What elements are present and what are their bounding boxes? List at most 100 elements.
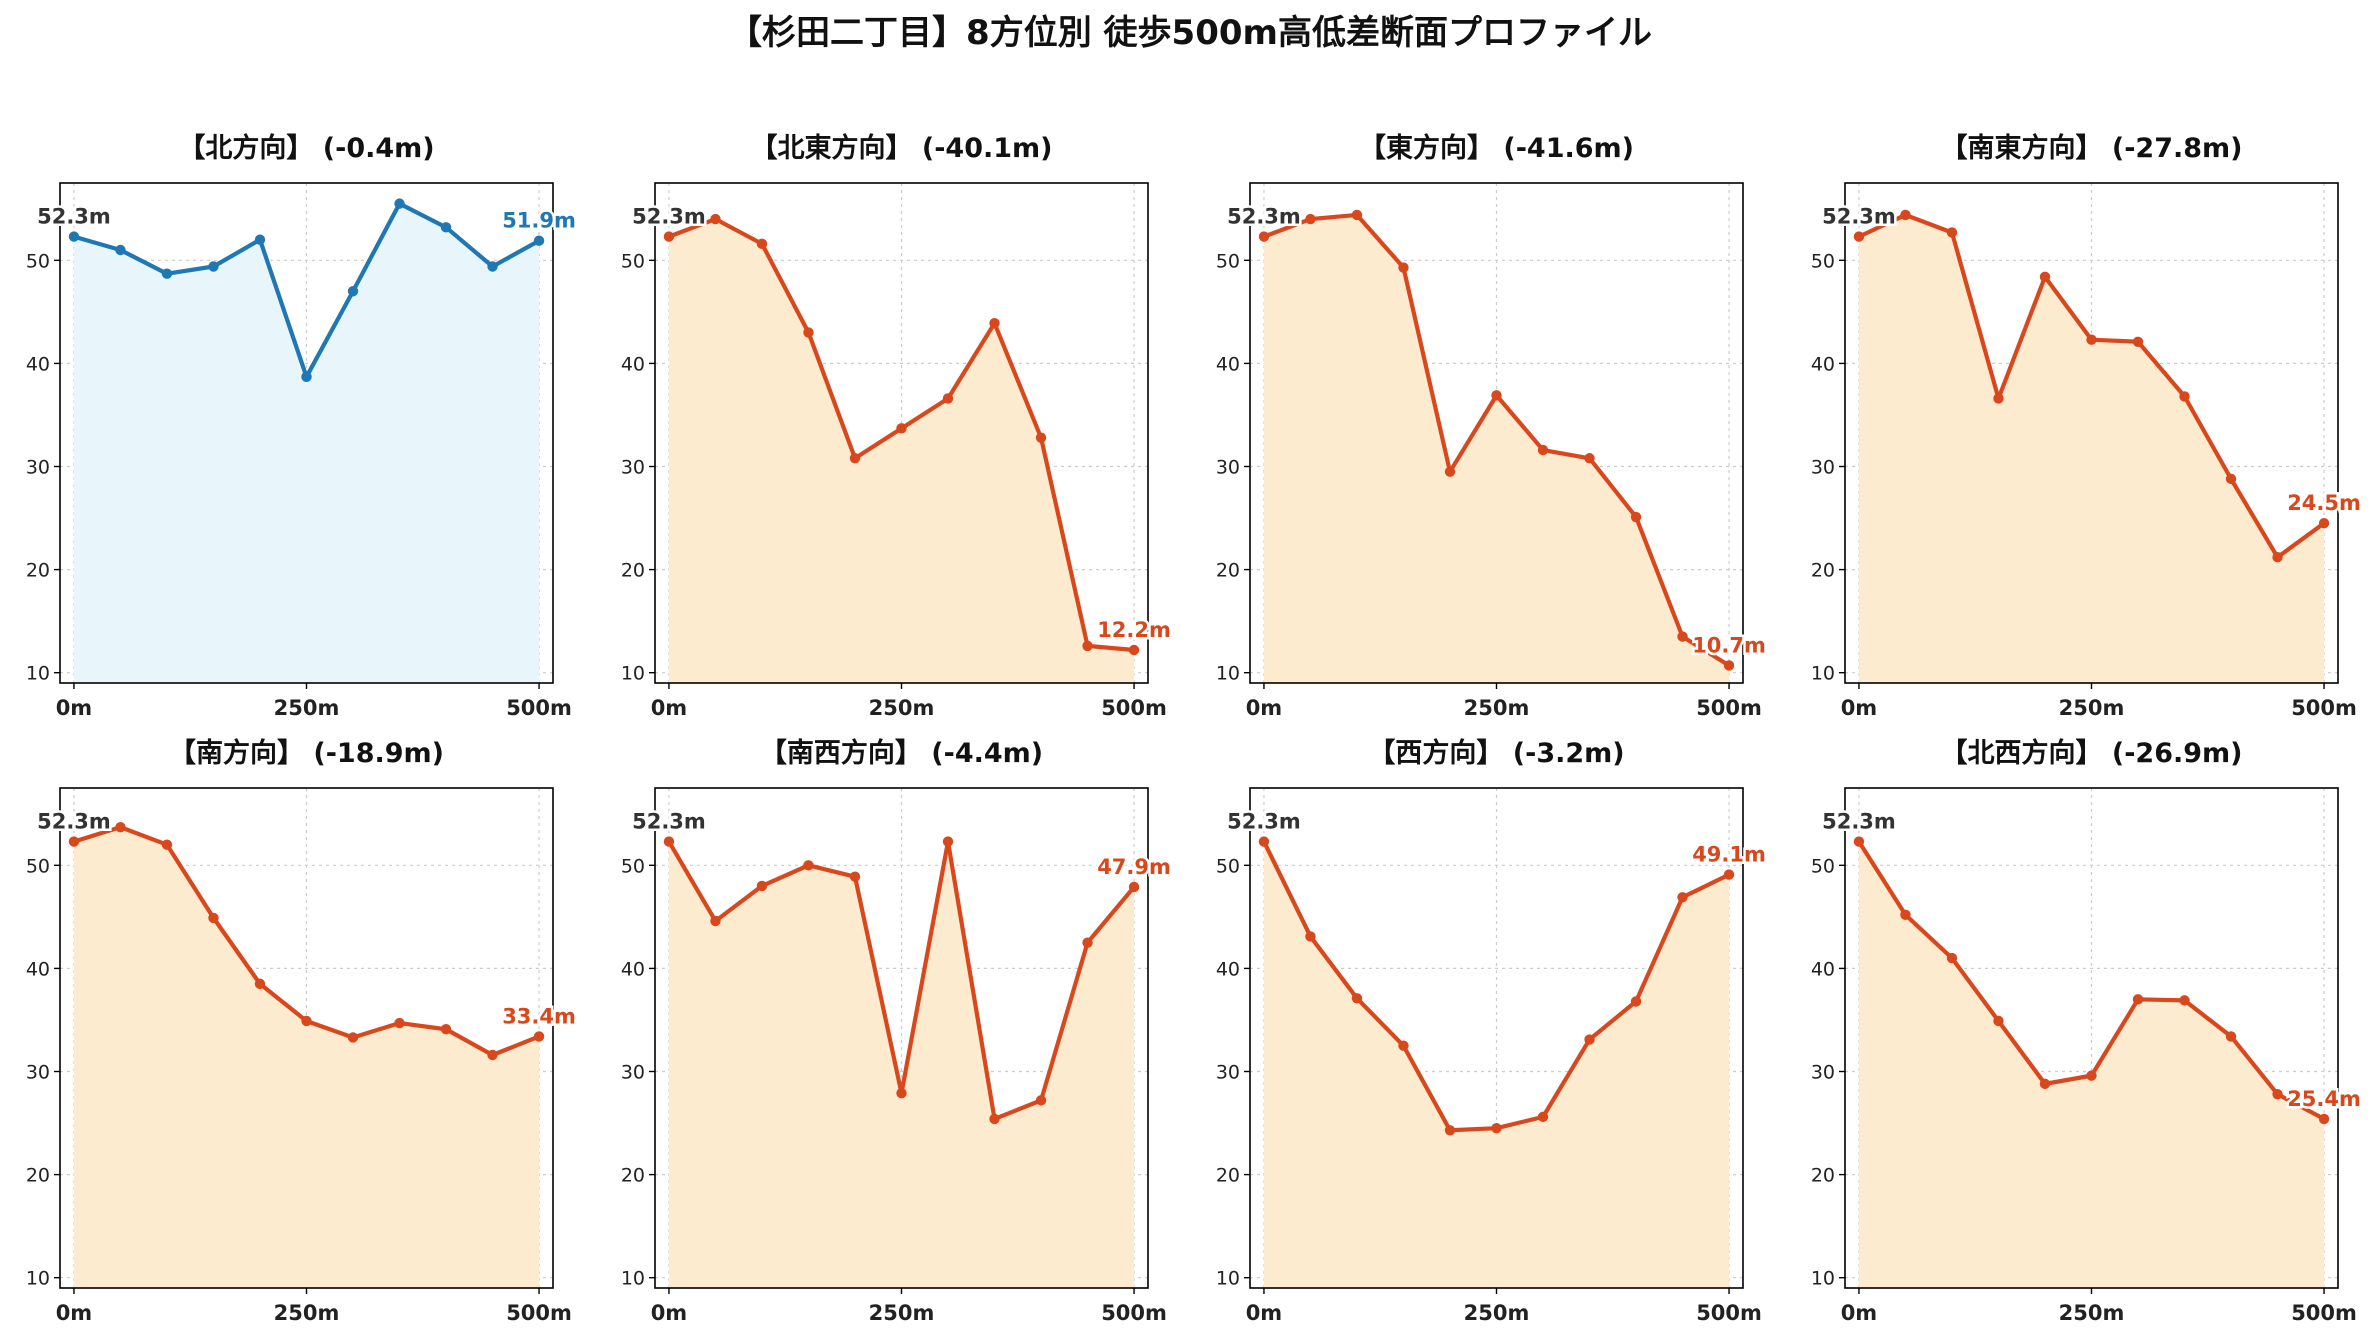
data-point: [1082, 937, 1093, 948]
data-point: [1537, 1111, 1549, 1123]
data-point: [1351, 209, 1363, 221]
end-elevation-label: 49.1m: [1692, 843, 1766, 867]
x-tick-label: 500m: [1101, 1301, 1167, 1325]
data-point: [663, 231, 675, 242]
data-point: [68, 231, 80, 242]
data-point: [68, 836, 80, 847]
data-point: [1537, 444, 1549, 456]
data-point: [1305, 931, 1316, 942]
data-point: [161, 839, 173, 850]
data-point: [896, 1087, 907, 1099]
y-tick-label: 20: [1216, 1165, 1240, 1187]
y-tick-label: 20: [621, 1165, 645, 1187]
y-tick-label: 40: [1216, 353, 1240, 375]
data-point: [710, 213, 721, 225]
data-point: [301, 371, 312, 383]
data-point: [756, 880, 768, 892]
data-point: [533, 235, 545, 246]
y-tick-label: 10: [1811, 1268, 1835, 1290]
start-elevation-label: 52.3m: [1227, 205, 1301, 229]
panel-title: 【北東方向】 (-40.1m): [750, 132, 1052, 164]
data-point: [1900, 209, 1911, 221]
y-tick-label: 30: [621, 1062, 645, 1084]
start-elevation-label: 52.3m: [632, 205, 706, 229]
data-point: [161, 268, 173, 279]
start-elevation-label: 52.3m: [1822, 205, 1896, 229]
data-point: [1630, 996, 1642, 1007]
y-tick-label: 10: [621, 1268, 645, 1290]
start-elevation-label: 52.3m: [1822, 810, 1896, 834]
panel-title: 【北方向】 (-0.4m): [178, 132, 434, 164]
end-elevation-label: 47.9m: [1097, 855, 1171, 879]
data-point: [1946, 952, 1958, 964]
y-tick-label: 10: [1216, 663, 1240, 685]
data-point: [1993, 393, 2004, 404]
data-point: [2225, 473, 2237, 485]
data-point: [2225, 1031, 2237, 1042]
x-tick-label: 500m: [1101, 696, 1167, 720]
data-point: [1491, 1123, 1502, 1134]
data-point: [254, 234, 266, 245]
panel-title: 【南西方向】 (-4.4m): [760, 737, 1043, 769]
y-tick-label: 20: [26, 560, 50, 582]
data-point: [2318, 1113, 2330, 1125]
x-tick-label: 250m: [274, 1301, 340, 1325]
data-point: [1630, 511, 1642, 523]
data-point: [1351, 993, 1363, 1004]
data-point: [2318, 518, 2330, 529]
area-fill: [1263, 841, 1730, 1288]
area-fill: [73, 827, 540, 1288]
end-elevation-label: 10.7m: [1692, 633, 1766, 657]
x-tick-label: 0m: [1246, 696, 1283, 720]
data-point: [942, 393, 954, 404]
y-tick-label: 40: [26, 958, 50, 980]
data-point: [115, 821, 126, 833]
data-point: [849, 453, 861, 464]
data-point: [2039, 271, 2051, 283]
y-tick-label: 20: [26, 1165, 50, 1187]
y-tick-label: 10: [26, 1268, 50, 1290]
end-elevation-label: 24.5m: [2287, 491, 2361, 515]
x-tick-label: 250m: [869, 696, 935, 720]
data-point: [440, 222, 452, 233]
data-point: [2132, 994, 2144, 1005]
y-tick-label: 40: [1811, 353, 1835, 375]
data-point: [803, 327, 814, 338]
end-elevation-label: 12.2m: [1097, 618, 1171, 642]
x-tick-label: 0m: [651, 696, 688, 720]
y-tick-label: 40: [26, 353, 50, 375]
x-tick-label: 0m: [56, 1301, 93, 1325]
data-point: [487, 261, 498, 272]
y-tick-label: 40: [621, 958, 645, 980]
data-point: [756, 238, 768, 250]
x-tick-label: 250m: [869, 1301, 935, 1325]
y-tick-label: 30: [621, 457, 645, 479]
data-point: [1258, 231, 1270, 242]
panel-title: 【北西方向】 (-26.9m): [1940, 737, 2242, 769]
end-elevation-label: 33.4m: [502, 1004, 576, 1028]
data-point: [1723, 869, 1735, 880]
x-tick-label: 500m: [506, 696, 572, 720]
x-tick-label: 250m: [1464, 1301, 1530, 1325]
data-point: [1398, 1040, 1409, 1051]
y-tick-label: 20: [1216, 560, 1240, 582]
panel-title: 【西方向】 (-3.2m): [1368, 737, 1624, 769]
area-fill: [668, 219, 1135, 684]
data-point: [1035, 432, 1047, 443]
data-point: [1444, 466, 1456, 477]
x-tick-label: 500m: [2291, 1301, 2357, 1325]
x-tick-label: 250m: [1464, 696, 1530, 720]
data-point: [989, 318, 1000, 329]
data-point: [1723, 660, 1735, 671]
y-tick-label: 40: [1216, 958, 1240, 980]
x-tick-label: 250m: [2059, 1301, 2125, 1325]
y-tick-label: 50: [621, 250, 645, 272]
data-point: [301, 1015, 312, 1027]
x-tick-label: 500m: [506, 1301, 572, 1325]
y-tick-label: 30: [26, 457, 50, 479]
area-fill: [1263, 214, 1730, 684]
